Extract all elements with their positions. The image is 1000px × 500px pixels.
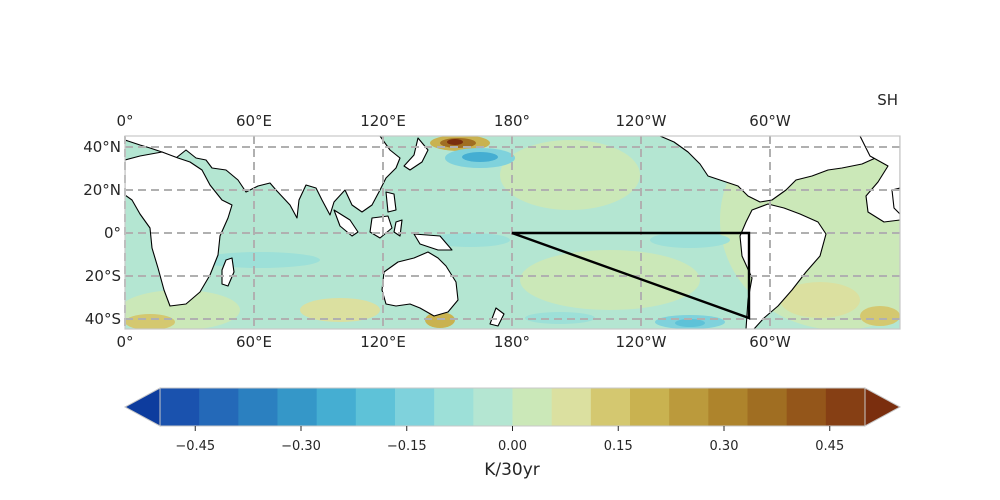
colorbar-segment [434, 388, 474, 426]
region-triangle [511, 231, 751, 320]
colorbar-tick-label: 0.30 [710, 439, 739, 454]
colorbar-tick-label: 0.00 [498, 439, 527, 454]
land-australia [381, 251, 459, 317]
lon-label-top: 180° [494, 112, 530, 130]
land-south-america [739, 203, 827, 329]
lat-label: 40°S [85, 310, 121, 328]
lon-label-bottom: 120°E [360, 333, 406, 351]
colorbar-tick-label: −0.15 [387, 439, 427, 454]
lon-label-bottom: 120°W [616, 333, 667, 351]
lon-label-bottom: 60°E [236, 333, 272, 351]
lon-label-top: 120°W [616, 112, 667, 130]
anomaly-patch [675, 319, 705, 327]
lon-label-top: 60°W [749, 112, 791, 130]
colorbar-segment [199, 388, 239, 426]
colorbar: −0.45 −0.30 −0.15 0.00 0.15 0.30 0.45 K/… [123, 387, 902, 480]
colorbar-label: K/30yr [484, 460, 540, 480]
anomaly-patch [860, 306, 900, 326]
anomaly-patch [520, 250, 700, 310]
anomaly-patch [462, 152, 498, 162]
map-frame [124, 135, 901, 330]
colorbar-segment [551, 388, 592, 426]
lon-label-top: 120°E [360, 112, 406, 130]
colorbar-segment [825, 388, 866, 426]
colorbar-extend-right [864, 387, 902, 427]
land-japan [403, 137, 429, 171]
colorbar-segment [473, 388, 513, 426]
colorbar-segment [277, 388, 318, 426]
land-madagascar [221, 257, 235, 287]
lat-label: 0° [104, 224, 121, 242]
map-panel [124, 135, 901, 330]
land-eurasia [125, 136, 401, 219]
colorbar-segment [708, 388, 748, 426]
colorbar-tick-label: 0.45 [815, 439, 844, 454]
colorbar-extend-left [123, 387, 161, 427]
colorbar-segment [590, 388, 631, 426]
lon-label-bottom: 180° [494, 333, 530, 351]
land-africa-west [891, 187, 900, 215]
colorbar-tick-label: 0.15 [604, 439, 633, 454]
colorbar-tick-label: −0.45 [175, 439, 215, 454]
colorbar-segment [512, 388, 553, 426]
land-philippines [385, 191, 397, 213]
lat-label: 40°N [83, 138, 121, 156]
lon-label-top: 0° [116, 112, 133, 130]
lat-label: 20°S [85, 267, 121, 285]
colorbar-segment [395, 388, 435, 426]
anomaly-patch [430, 233, 510, 247]
lon-label-top: 60°E [236, 112, 272, 130]
lon-label-bottom: 0° [116, 333, 133, 351]
colorbar-segment [747, 388, 788, 426]
anomaly-patch [650, 232, 730, 248]
anomaly-patch [447, 139, 463, 145]
anomaly-patch [780, 282, 860, 318]
lat-label: 20°N [83, 181, 121, 199]
land-new-guinea [413, 233, 453, 251]
colorbar-segment [316, 388, 357, 426]
anomaly-patch [500, 140, 640, 210]
anomaly-patch [125, 314, 175, 329]
lon-labels-bottom: 0° 60°E 120°E 180° 120°W 60°W [116, 333, 790, 351]
anomaly-patch [300, 298, 380, 322]
colorbar-segment [786, 388, 827, 426]
colorbar-segments [160, 388, 866, 426]
colorbar-segment [669, 388, 709, 426]
colorbar-segment [355, 388, 396, 426]
colorbar-segment [630, 388, 670, 426]
land-sumatra [333, 209, 359, 237]
land-europe-right [859, 136, 900, 223]
map-title: SH [877, 91, 898, 109]
colorbar-ticks: −0.45 −0.30 −0.15 0.00 0.15 0.30 0.45 [175, 426, 844, 454]
colorbar-tick-label: −0.30 [281, 439, 321, 454]
colorbar-segment [160, 388, 200, 426]
lon-label-bottom: 60°W [749, 333, 791, 351]
lat-labels: 40°N 20°N 0° 20°S 40°S [83, 138, 121, 328]
colorbar-segment [238, 388, 278, 426]
lon-labels-top: 0° 60°E 120°E 180° 120°W 60°W [116, 112, 790, 130]
